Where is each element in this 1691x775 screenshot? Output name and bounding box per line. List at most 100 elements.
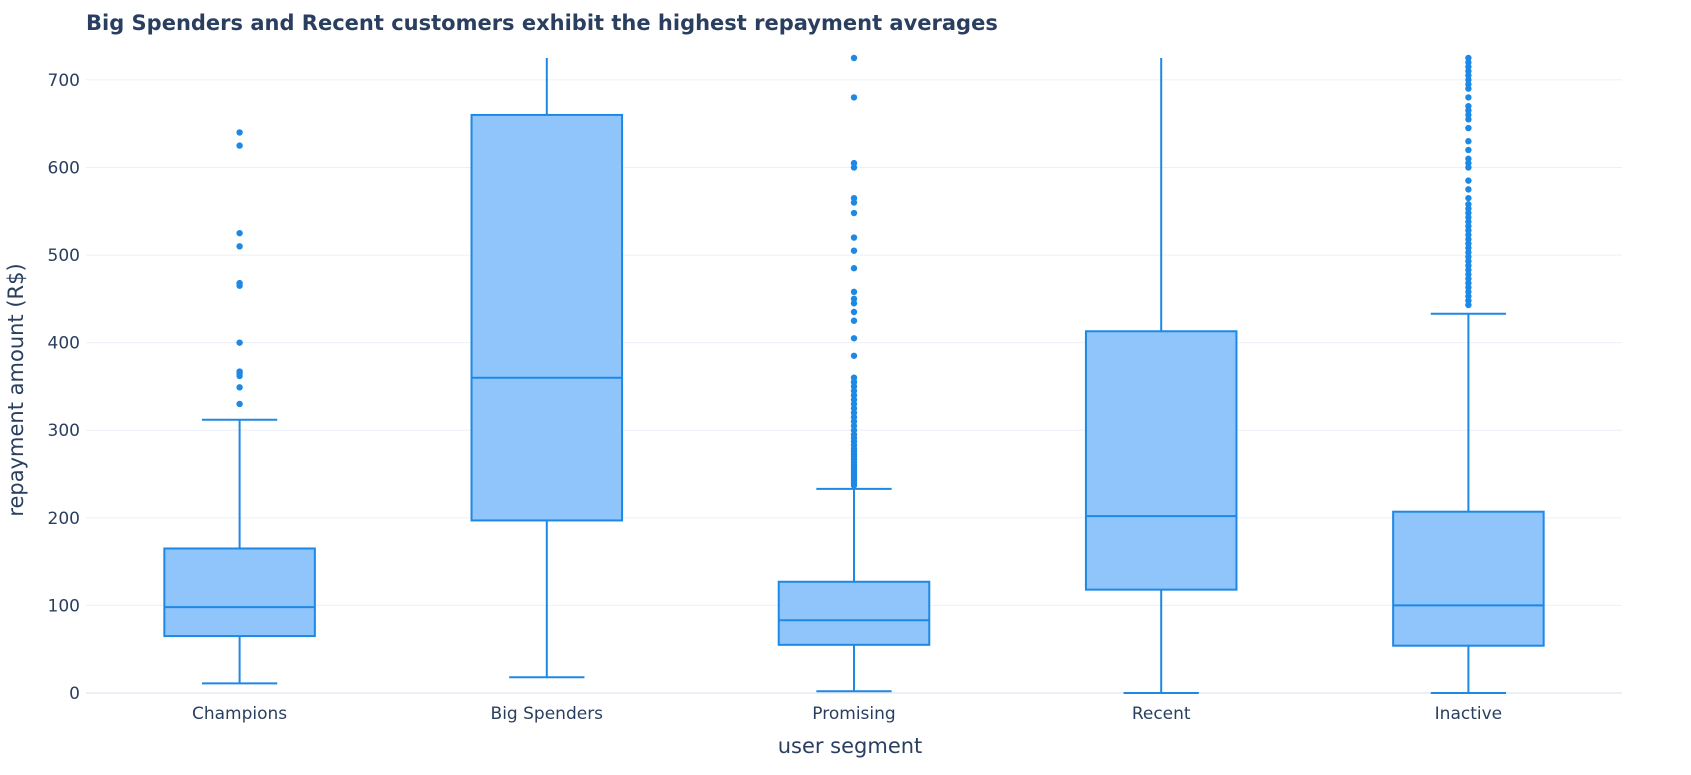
outlier-point — [850, 378, 858, 386]
box-big-spenders — [470, 58, 624, 679]
outlier-point — [1465, 111, 1472, 119]
outlier-point — [236, 243, 243, 250]
iqr-box — [163, 547, 316, 638]
outlier-point — [1465, 249, 1472, 256]
box-recent — [1084, 58, 1238, 694]
outlier-point — [850, 418, 858, 425]
outlier-point — [1465, 279, 1472, 287]
box-champions — [163, 129, 316, 685]
x-tick-label: Big Spenders — [491, 704, 604, 724]
x-tick-label: Champions — [192, 704, 287, 724]
outlier-point — [850, 94, 858, 101]
outlier-point — [1465, 138, 1472, 145]
outlier-point — [850, 374, 858, 381]
outlier-point — [850, 300, 858, 307]
outlier-point — [1465, 297, 1472, 304]
boxes-layer — [163, 54, 1545, 694]
outlier-point — [850, 431, 858, 438]
outlier-point — [1465, 63, 1472, 70]
outlier-point — [236, 229, 243, 237]
outlier-point — [850, 199, 858, 206]
outlier-point — [1465, 271, 1472, 278]
iqr-box — [1084, 330, 1238, 591]
outlier-point — [1465, 262, 1472, 269]
outlier-point — [850, 387, 858, 395]
outlier-point — [1465, 214, 1472, 221]
outlier-point — [850, 383, 858, 390]
outlier-point — [850, 164, 858, 171]
outlier-point — [1465, 146, 1472, 154]
outlier-point — [850, 247, 858, 254]
y-tick-label: 600 — [48, 158, 80, 178]
outlier-point — [850, 234, 858, 241]
outlier-point — [1465, 85, 1472, 92]
outlier-point — [236, 142, 243, 149]
outlier-point — [1465, 164, 1472, 171]
outlier-point — [1465, 258, 1472, 265]
chart-title: Big Spenders and Recent customers exhibi… — [86, 11, 998, 35]
outlier-point — [1465, 102, 1472, 110]
outlier-point — [850, 396, 858, 403]
outlier-point — [1465, 159, 1472, 167]
outlier-point — [1465, 81, 1472, 88]
x-axis-title: user segment — [778, 734, 923, 758]
outlier-point — [850, 392, 858, 399]
outlier-point — [236, 279, 243, 287]
outlier-point — [1465, 231, 1472, 239]
outlier-point — [1465, 72, 1472, 79]
outlier-point — [850, 159, 858, 167]
outlier-point — [236, 129, 243, 136]
outlier-point — [1465, 244, 1472, 252]
outlier-point — [1465, 288, 1472, 296]
outlier-point — [850, 317, 858, 324]
outlier-point — [1465, 54, 1472, 62]
outlier-point — [1465, 194, 1472, 202]
outlier-point — [850, 427, 858, 434]
outlier-point — [1465, 59, 1472, 66]
outlier-point — [1465, 107, 1472, 114]
outlier-point — [1465, 275, 1472, 282]
outlier-point — [850, 335, 858, 342]
outlier-point — [1465, 177, 1472, 184]
x-axis-ticks: Champions Big Spenders Promising Recent Inac… — [192, 704, 1502, 724]
outlier-point — [850, 405, 858, 412]
gridlines — [86, 79, 1622, 694]
outlier-point — [850, 288, 858, 296]
y-tick-label: 400 — [48, 334, 80, 354]
y-tick-label: 0 — [69, 684, 80, 704]
iqr-box — [470, 113, 624, 522]
outlier-point — [850, 265, 858, 272]
iqr-box — [777, 580, 931, 646]
outlier-point — [850, 295, 858, 303]
outlier-point — [1465, 155, 1472, 162]
outlier-point — [1465, 253, 1472, 261]
outlier-point — [850, 413, 858, 421]
outlier-point — [1465, 201, 1472, 208]
y-axis-ticks: 0 100 200 300 400 500 600 700 — [48, 71, 80, 704]
outlier-point — [1465, 301, 1472, 309]
outlier-point — [1465, 284, 1472, 291]
outlier-point — [850, 54, 858, 62]
outlier-point — [1465, 94, 1472, 101]
y-tick-label: 200 — [48, 509, 80, 529]
outlier-point — [850, 352, 858, 359]
outlier-point — [1465, 266, 1472, 274]
outlier-point — [1465, 218, 1472, 225]
outlier-point — [1465, 240, 1472, 247]
outlier-point — [850, 422, 858, 430]
outlier-point — [1465, 209, 1472, 217]
outlier-point — [1465, 227, 1472, 234]
outlier-point — [1465, 293, 1472, 300]
outlier-point — [1465, 205, 1472, 212]
outlier-point — [1465, 67, 1472, 75]
outlier-point — [1465, 124, 1472, 132]
y-axis-title: repayment amount (R$) — [4, 263, 28, 516]
outlier-point — [850, 194, 858, 202]
outlier-point — [1465, 236, 1472, 243]
y-tick-label: 100 — [48, 596, 80, 616]
outlier-point — [850, 409, 858, 416]
x-tick-label: Inactive — [1435, 704, 1502, 724]
outlier-point — [1465, 116, 1472, 123]
y-tick-label: 500 — [48, 246, 80, 266]
outlier-point — [850, 209, 858, 217]
